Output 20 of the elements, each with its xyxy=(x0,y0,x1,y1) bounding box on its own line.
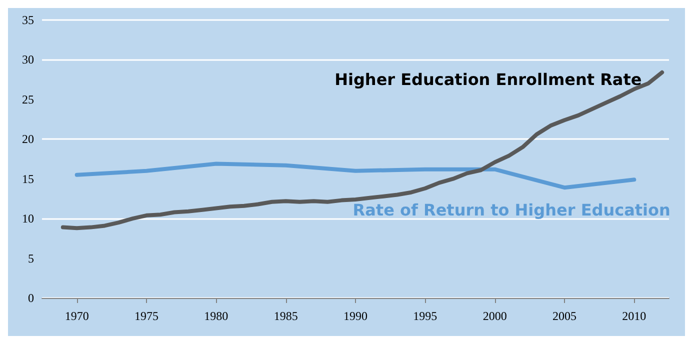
x-tick-label: 2000 xyxy=(482,309,507,323)
x-tick-label: 2010 xyxy=(622,309,646,323)
x-tick-label: 1995 xyxy=(413,309,438,323)
x-tick-label: 1970 xyxy=(64,309,89,323)
x-tick-label: 1980 xyxy=(204,309,228,323)
series-label: Higher Education Enrollment Rate xyxy=(334,70,642,90)
y-tick-label: 30 xyxy=(22,52,34,67)
y-tick-label: 5 xyxy=(28,251,34,266)
y-tick-label: 10 xyxy=(22,212,34,226)
line-series xyxy=(74,162,636,190)
x-tick-label: 1975 xyxy=(134,309,158,323)
x-tick-label: 1990 xyxy=(344,309,368,323)
series-label: Rate of Return to Higher Education xyxy=(352,200,670,220)
y-tick-label: 20 xyxy=(22,132,34,146)
y-tick-label: 0 xyxy=(28,291,34,305)
x-tick-label: 2005 xyxy=(552,309,576,323)
y-tick-label: 25 xyxy=(22,92,34,106)
y-tick-label: 35 xyxy=(22,13,34,27)
y-tick-label: 15 xyxy=(22,172,34,186)
x-tick-label: 1985 xyxy=(274,309,298,323)
